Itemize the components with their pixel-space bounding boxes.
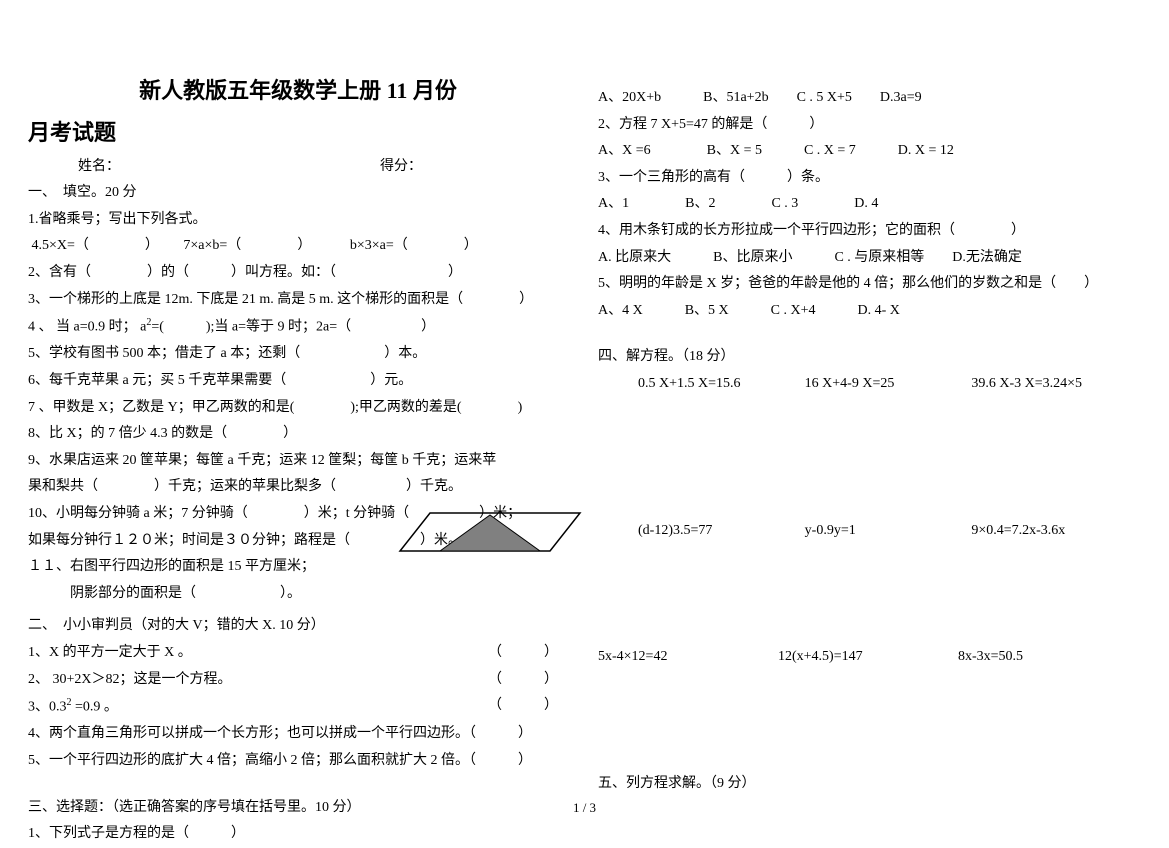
s2-q4: 4、两个直角三角形可以拼成一个长方形；也可以拼成一个平行四边形。（ ） (28, 721, 568, 748)
info-row: 姓名： 得分： (28, 154, 568, 181)
eq8: 12(x+4.5)=147 (778, 644, 958, 671)
s1-q1-f3s: ） (464, 238, 478, 253)
s1-q6: 6、每千克苹果 a 元；买 5 千克苹果需要（ ）元。 (28, 368, 568, 395)
eq4: (d-12)3.5=77 (598, 518, 805, 545)
s3-q2-opts: A、X =6 B、X = 5 C . X = 7 D. X = 12 (598, 138, 1138, 165)
s1-q4-p2: =( );当 a=等于 9 时；2a=（ ） (151, 320, 435, 335)
s1-q9b: 果和梨共（ ）千克；运来的苹果比梨多（ ）千克。 (28, 474, 568, 501)
s2-q1: 1、X 的平方一定大于 X 。 (28, 645, 192, 660)
title-main: 新人教版五年级数学上册 11 月份 (28, 70, 568, 112)
eq5: y-0.9y=1 (805, 518, 972, 545)
s1-q7: 7 、甲数是 X；乙数是 Y；甲乙两数的和是( );甲乙两数的差是( ) (28, 395, 568, 422)
s1-q11b: 阴影部分的面积是（ ）。 (28, 581, 568, 608)
s3-q3: 3、一个三角形的高有（ ）条。 (598, 165, 1138, 192)
s2-q3-p2: =0.9 。 (72, 700, 118, 715)
s3-q1-opts: A、20X+b B、51a+2b C . 5 X+5 D.3a=9 (598, 85, 1138, 112)
s1-q3: 3、一个梯形的上底是 12m. 下底是 21 m. 高是 5 m. 这个梯形的面… (28, 287, 568, 314)
s1-q1-f1p: 4.5×X=（ (32, 238, 89, 253)
eq-row-1: 0.5 X+1.5 X=15.6 16 X+4-9 X=25 39.6 X-3 … (598, 371, 1138, 398)
section2-heading: 二、 小小审判员（对的大 V；错的大 X. 10 分） (28, 613, 568, 640)
s2-q2-row: 2、 30+2X＞82；这是一个方程。 （ ） (28, 667, 568, 694)
eq-row-2: (d-12)3.5=77 y-0.9y=1 9×0.4=7.2x-3.6x (598, 518, 1138, 545)
eq9: 8x-3x=50.5 (958, 644, 1138, 671)
eq2: 16 X+4-9 X=25 (805, 371, 972, 398)
s1-q1-f2s: ） (297, 238, 304, 253)
s1-q1-f2p: 7×a×b=（ (183, 238, 241, 253)
s1-q1-f1s: ） (145, 238, 152, 253)
s1-q9a: 9、水果店运来 20 筐苹果；每筐 a 千克；运来 12 筐梨；每筐 b 千克；… (28, 448, 568, 475)
s3-q4: 4、用木条钉成的长方形拉成一个平行四边形；它的面积（ ） (598, 218, 1138, 245)
page-number: 1 / 3 (0, 800, 1169, 816)
s2-q2: 2、 30+2X＞82；这是一个方程。 (28, 672, 232, 687)
eq6: 9×0.4=7.2x-3.6x (971, 518, 1138, 545)
left-column: 新人教版五年级数学上册 11 月份 月考试题 姓名： 得分： 一、 填空。20 … (28, 40, 568, 780)
s3-q3-opts: A、1 B、2 C . 3 D. 4 (598, 191, 1138, 218)
eq1: 0.5 X+1.5 X=15.6 (598, 371, 805, 398)
s1-q4-p1: 4 、 当 a=0.9 时； a (28, 320, 146, 335)
s2-q2-paren: （ ） (488, 667, 558, 694)
s2-q3-row: 3、0.32 =0.9 。 （ ） (28, 693, 568, 721)
s2-q1-row: 1、X 的平方一定大于 X 。 （ ） (28, 640, 568, 667)
s3-q5-opts: A、4 X B、5 X C . X+4 D. 4- X (598, 298, 1138, 325)
parallelogram-figure (395, 508, 585, 556)
title-sub: 月考试题 (28, 112, 568, 154)
right-column: A、20X+b B、51a+2b C . 5 X+5 D.3a=9 2、方程 7… (598, 40, 1138, 780)
s1-q11a: １１、右图平行四边形的面积是 15 平方厘米； (28, 554, 568, 581)
parallelogram-triangle (440, 515, 540, 551)
s2-q5: 5、一个平行四边形的底扩大 4 倍；高缩小 2 倍；那么面积就扩大 2 倍。（ … (28, 748, 568, 775)
s3-q5: 5、明明的年龄是 X 岁；爸爸的年龄是他的 4 倍；那么他们的岁数之和是（ ） (598, 271, 1138, 298)
s2-q3-paren: （ ） (488, 693, 558, 720)
s1-q2: 2、含有（ ）的（ ）叫方程。如：（ ） (28, 260, 568, 287)
eq-row-3: 5x-4×12=42 12(x+4.5)=147 8x-3x=50.5 (598, 644, 1138, 671)
section4-heading: 四、解方程。（18 分） (598, 344, 1138, 371)
s2-q1-paren: （ ） (488, 640, 558, 667)
section5-heading: 五、列方程求解。（9 分） (598, 771, 1138, 798)
s2-q3-p1: 3、0.3 (28, 700, 67, 715)
s1-q8: 8、比 X；的 7 倍少 4.3 的数是（ ） (28, 421, 568, 448)
s1-q5: 5、学校有图书 500 本；借走了 a 本；还剩（ ）本。 (28, 341, 568, 368)
name-label: 姓名： (78, 154, 120, 181)
s1-q1-label: 1.省略乘号；写出下列各式。 (28, 207, 568, 234)
s1-q1-f3p: b×3×a=（ (350, 238, 408, 253)
s3-q4-opts: A. 比原来大 B、比原来小 C . 与原来相等 D.无法确定 (598, 245, 1138, 272)
s1-q1-formulas: 4.5×X=（ ） 7×a×b=（ ） b×3×a=（ ） (28, 233, 568, 260)
s1-q4: 4 、 当 a=0.9 时； a2=( );当 a=等于 9 时；2a=（ ） (28, 313, 568, 341)
s3-q2: 2、方程 7 X+5=47 的解是（ ） (598, 112, 1138, 139)
s3-q1: 1、下列式子是方程的是（ ） (28, 821, 568, 848)
section1-heading: 一、 填空。20 分 (28, 180, 568, 207)
eq3: 39.6 X-3 X=3.24×5 (971, 371, 1138, 398)
score-label: 得分： (380, 154, 422, 181)
eq7: 5x-4×12=42 (598, 644, 778, 671)
